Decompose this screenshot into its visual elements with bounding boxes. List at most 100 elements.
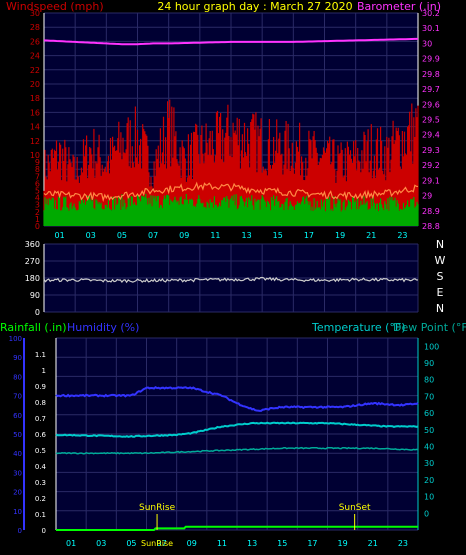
hour-tick: 17 bbox=[307, 539, 317, 548]
windspeed-tick: 0 bbox=[35, 222, 40, 231]
temperature-tick: 70 bbox=[424, 392, 434, 401]
rainfall-tick: 0.1 bbox=[35, 511, 46, 519]
temperature-tick: 60 bbox=[424, 409, 434, 418]
rainfall-tick: 0 bbox=[42, 527, 46, 535]
rainfall-tick-labels: 0 0.1 0.2 0.3 0.4 0.5 0.6 0.7 0.8 0.9 1 1.1 bbox=[35, 351, 47, 535]
hour-tick: 11 bbox=[217, 539, 227, 548]
hour-tick: 03 bbox=[86, 231, 96, 240]
dewpoint-axis-title: Dew Point (°F) bbox=[393, 321, 466, 334]
windspeed-tick: 26 bbox=[30, 37, 40, 46]
humidity-tick: 30 bbox=[13, 469, 22, 477]
rainfall-tick: 0.8 bbox=[35, 399, 46, 407]
windspeed-tick: 7 bbox=[35, 172, 40, 181]
hour-tick: 13 bbox=[247, 539, 257, 548]
direction-tick: 90 bbox=[30, 291, 40, 300]
windspeed-tick: 6 bbox=[35, 179, 40, 188]
wind-low-series bbox=[43, 193, 419, 226]
hour-tick: 09 bbox=[187, 539, 197, 548]
average-wind-series bbox=[43, 181, 419, 203]
barometer-tick-labels: 28.8 28.9 29 29.1 29.2 29.3 29.4 29.5 29.6 29.7 29… bbox=[422, 9, 440, 231]
hour-tick: 21 bbox=[366, 231, 376, 240]
hour-tick: 01 bbox=[54, 231, 64, 240]
temperature-tick: 20 bbox=[424, 476, 434, 485]
hour-tick: 23 bbox=[397, 231, 407, 240]
sun-markers: SunRise SunSet bbox=[139, 503, 371, 530]
hour-tick: 21 bbox=[368, 539, 378, 548]
sunrise-label: SunRise bbox=[139, 503, 176, 513]
compass-label: W bbox=[435, 254, 446, 267]
windspeed-tick: 8 bbox=[35, 165, 40, 174]
rainfall-tick: 0.9 bbox=[35, 383, 46, 391]
rainfall-tick: 0.2 bbox=[35, 495, 46, 503]
barometer-tick: 29.1 bbox=[422, 176, 440, 185]
hour-tick: 07 bbox=[148, 231, 158, 240]
temperature-tick: 30 bbox=[424, 459, 434, 468]
windspeed-tick: 22 bbox=[30, 66, 40, 75]
barometer-tick: 29.8 bbox=[422, 70, 440, 79]
humidity-tick: 70 bbox=[13, 393, 22, 401]
hour-tick: 13 bbox=[241, 231, 251, 240]
windspeed-tick: 5 bbox=[35, 187, 40, 196]
barometer-tick: 29.3 bbox=[422, 146, 440, 155]
humidity-tick: 40 bbox=[13, 450, 22, 458]
windspeed-tick: 18 bbox=[30, 94, 40, 103]
temperature-series bbox=[55, 421, 419, 438]
barometer-series bbox=[43, 37, 418, 46]
temperature-tick: 10 bbox=[424, 493, 434, 502]
windspeed-tick: 14 bbox=[30, 123, 40, 132]
humidity-tick: 20 bbox=[13, 489, 22, 497]
hour-tick: 19 bbox=[337, 539, 347, 548]
barometer-tick: 29.9 bbox=[422, 55, 440, 64]
barometer-tick: 30.1 bbox=[422, 24, 440, 33]
rainfall-tick: 0.3 bbox=[35, 479, 46, 487]
compass-label: N bbox=[436, 302, 444, 315]
windspeed-tick: 12 bbox=[30, 137, 40, 146]
rainfall-tick: 1.1 bbox=[35, 351, 46, 359]
windspeed-tick: 16 bbox=[30, 108, 40, 117]
windspeed-tick: 9 bbox=[35, 158, 40, 167]
humidity-tick: 50 bbox=[13, 431, 22, 439]
compass-label: E bbox=[437, 286, 444, 299]
rainfall-tick: 0.4 bbox=[35, 463, 47, 471]
humidity-axis-title: Humidity (%) bbox=[67, 321, 139, 334]
hour-tick: 03 bbox=[96, 539, 106, 548]
barometer-axis-title: Barometer (.in) bbox=[357, 0, 441, 13]
direction-tick-labels: 0 90 180 270 360 bbox=[25, 240, 40, 317]
hour-tick: 11 bbox=[210, 231, 220, 240]
wind-direction-series bbox=[43, 276, 419, 284]
hour-tick: 05 bbox=[126, 539, 136, 548]
hour-tick: 07 bbox=[156, 539, 166, 548]
hour-tick: 01 bbox=[66, 539, 76, 548]
wind-direction-series bbox=[43, 276, 419, 284]
humidity-tick: 60 bbox=[13, 412, 22, 420]
rain-humidity-temp-series bbox=[55, 385, 419, 531]
hour-tick: 05 bbox=[117, 231, 127, 240]
barometer-tick: 30.2 bbox=[422, 9, 440, 18]
humidity-tick: 10 bbox=[13, 508, 22, 516]
rainfall-tick: 0.5 bbox=[35, 447, 46, 455]
temperature-tick-labels: 0 10 20 30 40 50 60 70 80 90 100 bbox=[424, 342, 439, 518]
barometer-tick: 29.2 bbox=[422, 161, 440, 170]
windspeed-tick: 2 bbox=[35, 208, 40, 217]
wind-gust-series bbox=[43, 99, 419, 212]
humidity-series bbox=[55, 385, 419, 412]
temperature-tick: 90 bbox=[424, 359, 434, 368]
direction-tick: 0 bbox=[35, 308, 40, 317]
humidity-tick: 90 bbox=[13, 354, 22, 362]
hour-tick: 09 bbox=[179, 231, 189, 240]
windspeed-axis-title: Windspeed (mph) bbox=[6, 0, 104, 13]
sunrise-axis-label: SunRise bbox=[141, 539, 173, 548]
temperature-tick: 100 bbox=[424, 342, 439, 351]
wind-direction-grid bbox=[43, 243, 419, 313]
hour-tick: 15 bbox=[277, 539, 287, 548]
windspeed-tick: 4 bbox=[35, 194, 40, 203]
wind-barometer-hour-labels: 01 03 05 07 09 11 13 15 17 19 21 23 bbox=[54, 231, 407, 240]
hour-tick: 17 bbox=[304, 231, 314, 240]
temperature-tick: 0 bbox=[424, 509, 429, 518]
rain-humidity-temp-hour-labels: 01 03 05 07 09 11 13 15 17 19 21 23 SunRise bbox=[66, 539, 408, 548]
barometer-tick: 29.5 bbox=[422, 116, 440, 125]
